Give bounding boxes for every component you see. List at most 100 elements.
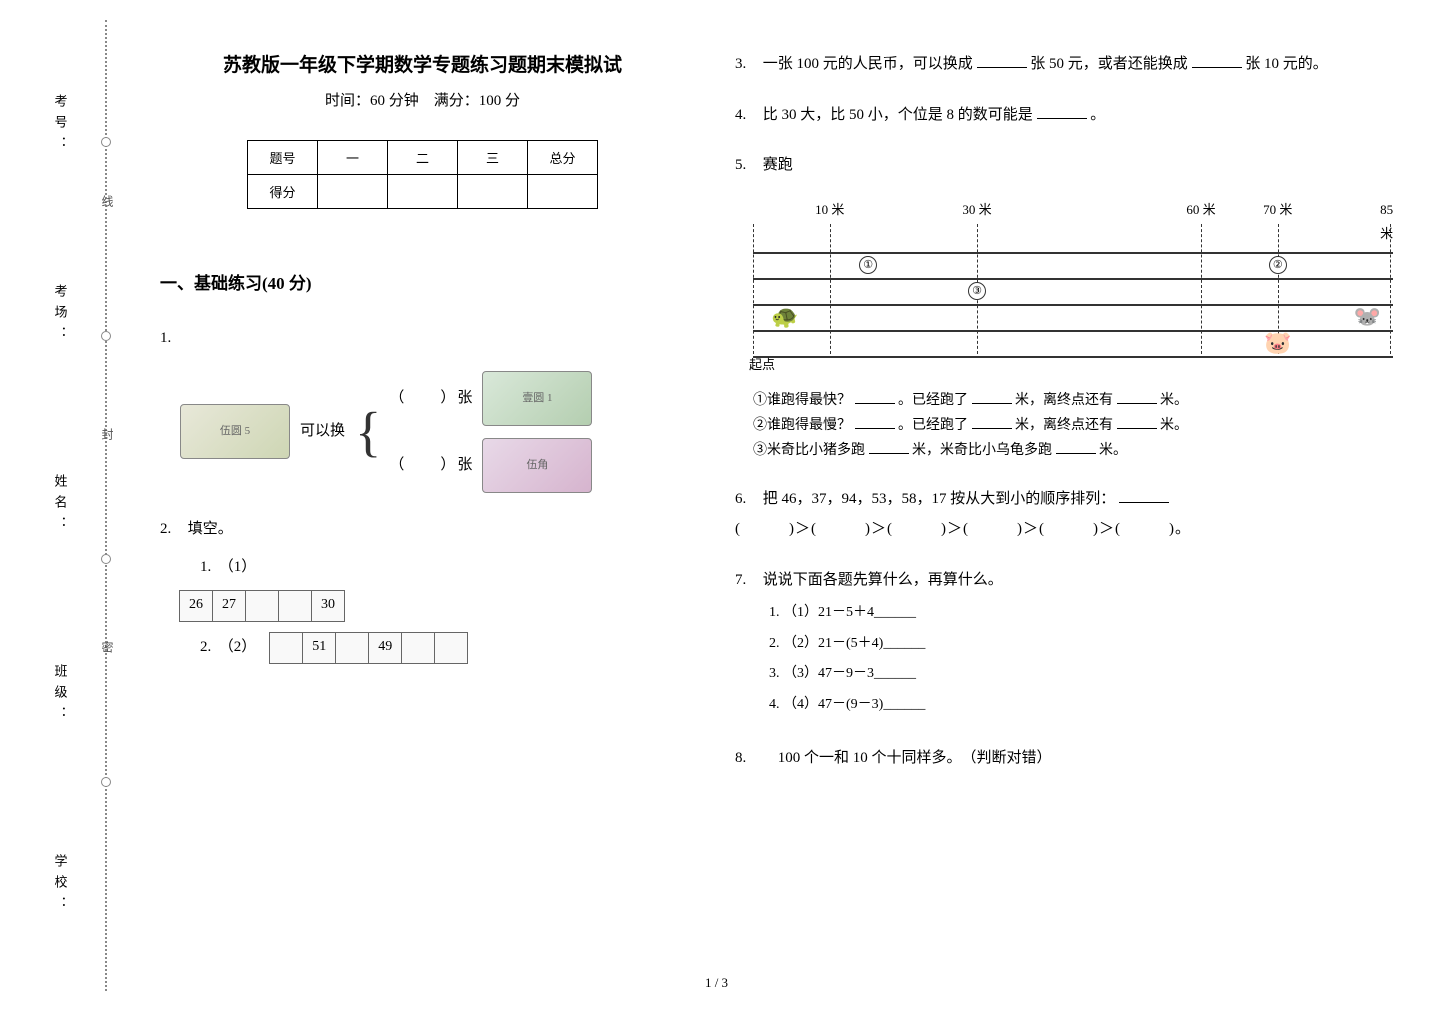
binding-label-name: 姓名： [51, 474, 70, 537]
q8-text: 100 个一和 10 个十同样多。 （判断对错） [763, 750, 1052, 766]
fill-blank[interactable] [855, 415, 895, 429]
strip-cell-blank[interactable] [269, 632, 303, 664]
strip-cell: 26 [179, 590, 213, 622]
fill-blank[interactable] [972, 390, 1012, 404]
binding-label-class: 班级： [51, 664, 70, 727]
strip-cell-blank[interactable] [434, 632, 468, 664]
q5-qa: ①谁跑得最快？ [753, 393, 851, 408]
blank-paren[interactable]: （ ）张 [389, 451, 474, 480]
fill-blank[interactable] [1117, 390, 1157, 404]
page-content: 苏教版一年级下学期数学专题练习题期末模拟试 时间：60 分钟 满分：100 分 … [160, 50, 1393, 961]
question-1: 1. 伍圆 5 可以换 { （ ）张 壹圆 1 （ ）张 伍角 [160, 324, 685, 493]
q7-text: 说说下面各题先算什么，再算什么。 [763, 572, 1003, 588]
sub-label: 2. （2） [200, 633, 256, 662]
seal-text-1: 线 [99, 195, 116, 219]
q3-part-a: 一张 100 元的人民币，可以换成 [763, 56, 973, 72]
strip-cell: 27 [212, 590, 246, 622]
sequence-blanks[interactable]: ( )＞( )＞( )＞( )＞( )＞( )。 [735, 514, 1393, 544]
right-column: 3. 一张 100 元的人民币，可以换成 张 50 元，或者还能换成 张 10 … [735, 50, 1393, 961]
number-strip-1: 26 27 30 [180, 590, 685, 622]
page-number: 1 / 3 [705, 975, 728, 991]
binding-label-room: 考场： [51, 284, 70, 347]
q5-qe: ②谁跑得最慢？ [753, 418, 851, 433]
strip-cell-blank[interactable] [335, 632, 369, 664]
score-header: 一 [318, 141, 388, 175]
q-number: 4. [735, 101, 759, 130]
q5-subquestions: ①谁跑得最快？ 。已经跑了 米，离终点还有 米。 ②谁跑得最慢？ 。已经跑了 米… [753, 388, 1393, 464]
seal-text-2: 封 [99, 428, 116, 452]
left-column: 苏教版一年级下学期数学专题练习题期末模拟试 时间：60 分钟 满分：100 分 … [160, 50, 685, 961]
strip-cell-blank[interactable] [401, 632, 435, 664]
axis-label: 70 米 [1263, 198, 1292, 223]
brace-icon: { [355, 404, 381, 459]
blank-paren[interactable]: （ ）张 [389, 384, 474, 413]
q-number: 8. [735, 744, 759, 773]
runner-2-icon: ② [1269, 256, 1287, 274]
q4-part-a: 比 30 大，比 50 小，个位是 8 的数可能是 [763, 107, 1033, 123]
score-cell[interactable] [388, 175, 458, 209]
fill-blank[interactable] [1056, 440, 1096, 454]
q5-qb: 。已经跑了 [898, 393, 968, 408]
strip-cell-blank[interactable] [278, 590, 312, 622]
pig-icon: 🐷 [1264, 322, 1291, 364]
score-header: 二 [388, 141, 458, 175]
q-number: 7. [735, 566, 759, 595]
q-number: 2. [160, 515, 184, 544]
score-cell[interactable] [528, 175, 598, 209]
axis-label: 30 米 [962, 198, 991, 223]
axis-label: 10 米 [815, 198, 844, 223]
q2-text: 填空。 [188, 521, 233, 537]
sub-label: 1. （1） [200, 553, 256, 582]
fill-blank[interactable] [972, 415, 1012, 429]
table-row: 得分 [248, 175, 598, 209]
question-3: 3. 一张 100 元的人民币，可以换成 张 50 元，或者还能换成 张 10 … [735, 50, 1393, 79]
q3-part-b: 张 50 元，或者还能换成 [1030, 56, 1188, 72]
strip-cell: 51 [302, 632, 336, 664]
q6-text: 把 46，37，94，53，58，17 按从大到小的顺序排列： [763, 491, 1116, 507]
strip-cell-blank[interactable] [245, 590, 279, 622]
exchange-label: 可以换 [300, 417, 345, 446]
score-table: 题号 一 二 三 总分 得分 [247, 140, 598, 209]
fill-blank[interactable] [1192, 53, 1242, 68]
list-item: （1）21－5＋4______ [783, 600, 1393, 627]
fill-blank[interactable] [855, 390, 895, 404]
banknote-5yuan-icon: 伍圆 5 [180, 404, 290, 459]
race-track: ① ② ③ 🐢 🐭 🐷 [753, 224, 1393, 354]
list-item: （2）21－(5＋4)______ [783, 631, 1393, 658]
binding-label-exam-id: 考号： [51, 94, 70, 157]
turtle-icon: 🐢 [771, 296, 798, 338]
q-number: 5. [735, 151, 759, 180]
fill-blank[interactable] [1037, 104, 1087, 119]
fill-blank[interactable] [869, 440, 909, 454]
score-header: 三 [458, 141, 528, 175]
number-strip-2: 51 49 [270, 632, 468, 664]
banknote-5jiao-icon: 伍角 [482, 438, 592, 493]
strip-cell: 30 [311, 590, 345, 622]
question-5: 5. 赛跑 10 米 30 米 60 米 70 米 85 米 [735, 151, 1393, 463]
score-cell[interactable] [318, 175, 388, 209]
q5-qc: 米，离终点还有 [1015, 393, 1113, 408]
q5-qd: 米。 [1160, 393, 1188, 408]
race-diagram: 10 米 30 米 60 米 70 米 85 米 [753, 198, 1393, 378]
question-6: 6. 把 46，37，94，53，58，17 按从大到小的顺序排列： ( )＞(… [735, 485, 1393, 544]
list-item: （4）47－(9－3)______ [783, 692, 1393, 719]
strip-cell: 49 [368, 632, 402, 664]
question-8: 8. 100 个一和 10 个十同样多。 （判断对错） [735, 744, 1393, 773]
runner-1-icon: ① [859, 256, 877, 274]
score-cell[interactable] [458, 175, 528, 209]
q7-list: （1）21－5＋4______ （2）21－(5＋4)______ （3）47－… [783, 600, 1393, 718]
fill-blank[interactable] [1117, 415, 1157, 429]
table-row: 题号 一 二 三 总分 [248, 141, 598, 175]
score-header: 总分 [528, 141, 598, 175]
score-row-label: 得分 [248, 175, 318, 209]
question-4: 4. 比 30 大，比 50 小，个位是 8 的数可能是 。 [735, 101, 1393, 130]
fill-blank[interactable] [1119, 488, 1169, 503]
q3-part-c: 张 10 元的。 [1245, 56, 1328, 72]
fill-blank[interactable] [977, 53, 1027, 68]
sealing-line: 线 封 密 [105, 20, 125, 991]
q4-part-b: 。 [1090, 107, 1105, 123]
banknote-1yuan-icon: 壹圆 1 [482, 371, 592, 426]
score-header: 题号 [248, 141, 318, 175]
q5-qh: 米。 [1099, 443, 1127, 458]
q5-qb2: 。已经跑了 [898, 418, 968, 433]
